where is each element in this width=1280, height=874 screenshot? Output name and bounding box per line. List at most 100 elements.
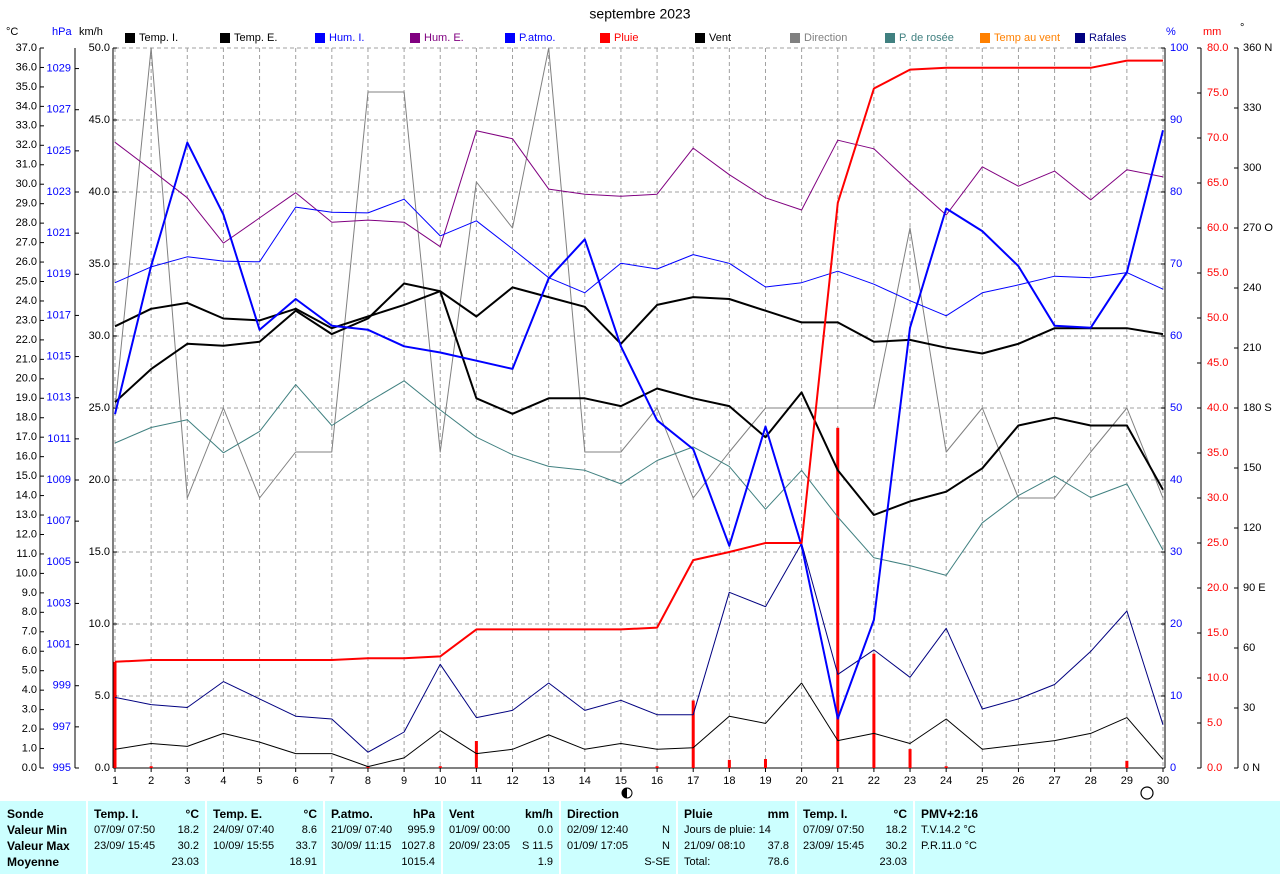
legend-label: Pluie — [614, 32, 638, 44]
y-tick-label: 100 — [1170, 42, 1188, 54]
series-line — [114, 380, 1164, 576]
rain-bar — [691, 700, 695, 768]
legend-label: Vent — [709, 32, 731, 44]
legend-swatch — [220, 33, 230, 43]
rain-bar — [763, 759, 767, 768]
x-tick-label: 24 — [940, 775, 952, 787]
axis-unit: °C — [6, 26, 18, 38]
stats-panel: Sonde Valeur Min Valeur Max Moyenne — [0, 801, 86, 874]
axis-unit: hPa — [52, 26, 72, 38]
y-tick-label: 18.0 — [16, 412, 37, 424]
y-tick-label: 1023 — [47, 186, 71, 198]
y-tick-label: 0 — [1170, 762, 1176, 774]
cell-left: 21/09/ 07:40 — [331, 824, 393, 836]
x-tick-label: 5 — [256, 775, 262, 787]
y-tick-label: 35.0 — [89, 258, 110, 270]
rain-bar — [149, 766, 153, 768]
series-line — [114, 198, 1164, 317]
cell-left: 23/09/ 15:45 — [94, 840, 156, 852]
y-tick-label: 1013 — [47, 392, 71, 404]
y-tick-label: 30 — [1170, 546, 1182, 558]
axis-unit: ° — [1240, 22, 1244, 34]
y-tick-label: 75.0 — [1207, 87, 1228, 99]
y-tick-label: 33.0 — [16, 120, 37, 132]
x-tick-label: 29 — [1121, 775, 1133, 787]
cell-left: 23/09/ 15:45 — [803, 840, 865, 852]
row-label: Valeur Max — [7, 839, 70, 853]
cell-right: N — [662, 824, 670, 836]
cell-left: 01/09/ 17:05 — [567, 840, 629, 852]
cell-right: 23.03 — [171, 856, 199, 868]
y-tick-label: 23.0 — [16, 314, 37, 326]
rain-bar — [438, 766, 442, 768]
cell-left: 07/09/ 07:50 — [94, 824, 156, 836]
y-tick-label: 30.0 — [16, 178, 37, 190]
x-tick-label: 14 — [579, 775, 591, 787]
x-tick-label: 26 — [1012, 775, 1024, 787]
y-tick-label: 5.0 — [22, 665, 37, 677]
cell-left: Total: — [684, 856, 711, 868]
cell-left: 24/09/ 07:40 — [213, 824, 275, 836]
x-tick-label: 25 — [976, 775, 988, 787]
series-line — [114, 47, 1164, 499]
cell-right: 33.7 — [295, 840, 317, 852]
series-line — [114, 282, 1164, 516]
y-tick-label: 90 — [1170, 114, 1182, 126]
y-tick-label: 17.0 — [16, 431, 37, 443]
y-tick-label: 45.0 — [89, 114, 110, 126]
y-tick-label: 20 — [1170, 618, 1182, 630]
y-tick-label: 45.0 — [1207, 357, 1228, 369]
y-tick-label: 40 — [1170, 474, 1182, 486]
x-tick-label: 10 — [434, 775, 446, 787]
panel-title: Temp. E. — [213, 807, 263, 821]
y-tick-label: 180 S — [1243, 402, 1272, 414]
legend-swatch — [125, 33, 135, 43]
x-tick-label: 2 — [148, 775, 154, 787]
x-tick-label: 11 — [471, 775, 482, 787]
row-label: Valeur Min — [7, 823, 68, 837]
x-tick-label: 17 — [687, 775, 699, 787]
y-tick-label: 20.0 — [16, 373, 37, 385]
y-tick-label: 50.0 — [1207, 312, 1228, 324]
x-tick-label: 13 — [543, 775, 555, 787]
stats-panel: Direction 02/09/ 12:40 N 01/09/ 17:05 N S-SE — [561, 801, 676, 874]
panel-unit: mm — [767, 807, 789, 821]
series-line — [114, 682, 1164, 768]
chart: septembre 2023 °C 0.0 1.0 2.0 3.0 4.0 5.0 6.0 7.… — [6, 6, 1273, 800]
series-line — [114, 286, 1164, 355]
y-tick-label: 70.0 — [1207, 132, 1228, 144]
y-tick-label: 55.0 — [1207, 267, 1228, 279]
rain-bar — [836, 427, 840, 768]
y-tick-label: 25.0 — [89, 402, 110, 414]
x-tick-label: 30 — [1157, 775, 1169, 787]
x-tick-label: 18 — [723, 775, 735, 787]
x-tick-label: 27 — [1048, 775, 1060, 787]
legend-swatch — [695, 33, 705, 43]
cell-right: 18.91 — [289, 856, 317, 868]
y-tick-label: 14.0 — [16, 489, 37, 501]
x-tick-label: 28 — [1085, 775, 1097, 787]
stats-panel: Temp. I. °C 07/09/ 07:50 18.2 23/09/ 15:45 30… — [797, 801, 913, 874]
axis-unit: % — [1166, 26, 1176, 38]
y-tick-label: 997 — [53, 721, 71, 733]
panel-title: Temp. I. — [803, 807, 848, 821]
legend-label: Hum. E. — [424, 32, 464, 44]
y-tick-label: 90 E — [1243, 582, 1266, 594]
x-tick-label: 15 — [615, 775, 627, 787]
y-tick-label: 3.0 — [22, 704, 37, 716]
cell-left: 21/09/ 08:10 — [684, 840, 746, 852]
legend-label: Hum. I. — [329, 32, 364, 44]
legend-label: Temp au vent — [994, 32, 1060, 44]
y-tick-label: 50 — [1170, 402, 1182, 414]
y-tick-label: 30.0 — [89, 330, 110, 342]
cell-right: 8.6 — [301, 824, 317, 836]
series-line — [114, 542, 1164, 753]
cell-right: 30.2 — [885, 840, 907, 852]
legend-swatch — [1075, 33, 1085, 43]
x-tick-label: 3 — [184, 775, 190, 787]
y-tick-label: 60 — [1243, 642, 1255, 654]
chart-title: septembre 2023 — [589, 6, 690, 22]
y-tick-label: 120 — [1243, 522, 1261, 534]
y-tick-label: 8.0 — [22, 606, 37, 618]
